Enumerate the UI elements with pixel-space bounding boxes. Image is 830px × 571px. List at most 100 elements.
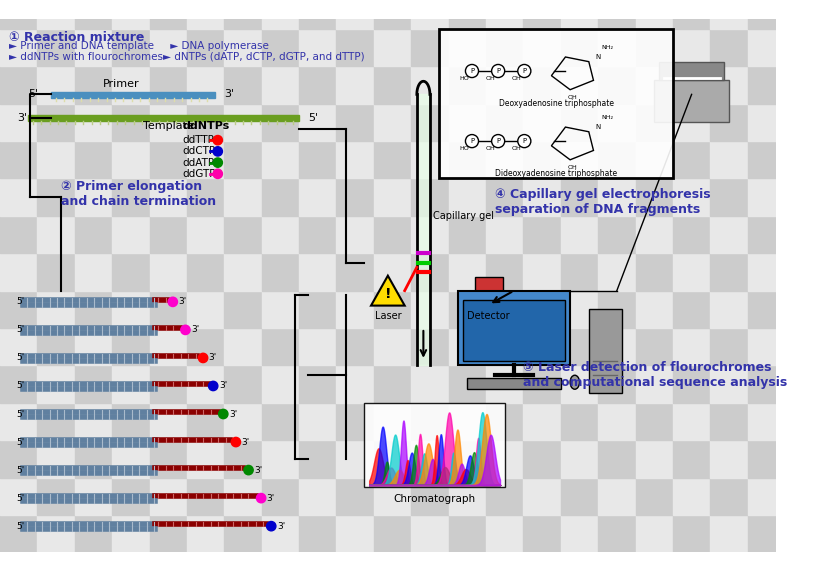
Bar [28, 115, 299, 122]
Bar [37, 216, 75, 254]
Bar [299, 179, 336, 216]
Circle shape [213, 147, 222, 156]
Bar [636, 403, 673, 440]
Bar [75, 328, 112, 365]
Bar [598, 403, 636, 440]
Bar [710, 141, 748, 179]
Bar [149, 515, 187, 552]
Text: Primer: Primer [103, 79, 139, 89]
Bar [636, 291, 673, 328]
Bar [561, 179, 598, 216]
Bar [224, 365, 261, 403]
Bar [149, 477, 187, 515]
Bar [112, 141, 149, 179]
Bar [187, 477, 224, 515]
Bar [748, 403, 785, 440]
Bar [374, 477, 411, 515]
Text: 3': 3' [242, 437, 250, 447]
Bar [187, 0, 224, 29]
Bar [374, 179, 411, 216]
Bar [561, 515, 598, 552]
Text: ddCTP: ddCTP [183, 146, 215, 156]
Bar [673, 141, 710, 179]
Text: OH: OH [568, 165, 578, 170]
Bar [486, 0, 524, 29]
Text: 5': 5' [16, 493, 24, 502]
Bar [439, 29, 673, 179]
Bar [374, 66, 411, 104]
Bar [37, 0, 75, 29]
Circle shape [218, 409, 228, 419]
Bar [561, 328, 598, 365]
Bar [261, 179, 299, 216]
Bar [486, 141, 524, 179]
Bar [673, 66, 710, 104]
Bar [187, 66, 224, 104]
Bar [636, 515, 673, 552]
Text: 3': 3' [224, 90, 234, 99]
Bar [524, 216, 561, 254]
Text: OH: OH [486, 76, 496, 81]
Bar [149, 179, 187, 216]
Text: OH: OH [568, 95, 578, 100]
Bar [524, 440, 561, 477]
Circle shape [213, 169, 222, 179]
Text: P: P [522, 68, 526, 74]
Bar [486, 477, 524, 515]
Bar [748, 216, 785, 254]
Text: 3': 3' [178, 297, 187, 307]
Bar [636, 179, 673, 216]
Text: ddGTP: ddGTP [183, 169, 216, 179]
Bar [37, 291, 75, 328]
Text: 3': 3' [17, 112, 27, 123]
Text: 5': 5' [16, 522, 24, 530]
Bar [710, 477, 748, 515]
Bar [0, 291, 37, 328]
Bar [299, 365, 336, 403]
Bar [673, 29, 710, 66]
Bar [710, 254, 748, 291]
Text: OH: OH [512, 76, 522, 81]
Bar [561, 365, 598, 403]
Text: N: N [595, 54, 601, 60]
Text: HO: HO [460, 76, 470, 81]
Bar [411, 216, 448, 254]
Text: N: N [595, 124, 601, 130]
Text: NH₂: NH₂ [602, 115, 613, 120]
Bar [336, 291, 374, 328]
Bar [598, 365, 636, 403]
Bar [37, 477, 75, 515]
Bar [710, 328, 748, 365]
Bar [336, 477, 374, 515]
Bar [224, 179, 261, 216]
Bar [75, 365, 112, 403]
Circle shape [208, 381, 217, 391]
Bar [112, 179, 149, 216]
Bar [374, 440, 411, 477]
Bar [448, 66, 486, 104]
Text: 5': 5' [16, 381, 24, 391]
Bar [187, 254, 224, 291]
Bar [486, 328, 524, 365]
Bar [37, 365, 75, 403]
Text: P: P [496, 68, 500, 74]
Text: ddTTP: ddTTP [183, 135, 214, 145]
Bar [149, 291, 187, 328]
Bar [261, 29, 299, 66]
Bar [636, 29, 673, 66]
Bar [336, 254, 374, 291]
Bar [673, 0, 710, 29]
Bar [486, 216, 524, 254]
Bar [748, 365, 785, 403]
Bar [448, 141, 486, 179]
Bar [673, 104, 710, 141]
Bar [748, 179, 785, 216]
Bar [37, 29, 75, 66]
Bar [561, 141, 598, 179]
Bar [411, 291, 448, 328]
Bar [224, 477, 261, 515]
Bar [336, 515, 374, 552]
Bar [411, 440, 448, 477]
Bar [486, 291, 524, 328]
Bar [524, 29, 561, 66]
